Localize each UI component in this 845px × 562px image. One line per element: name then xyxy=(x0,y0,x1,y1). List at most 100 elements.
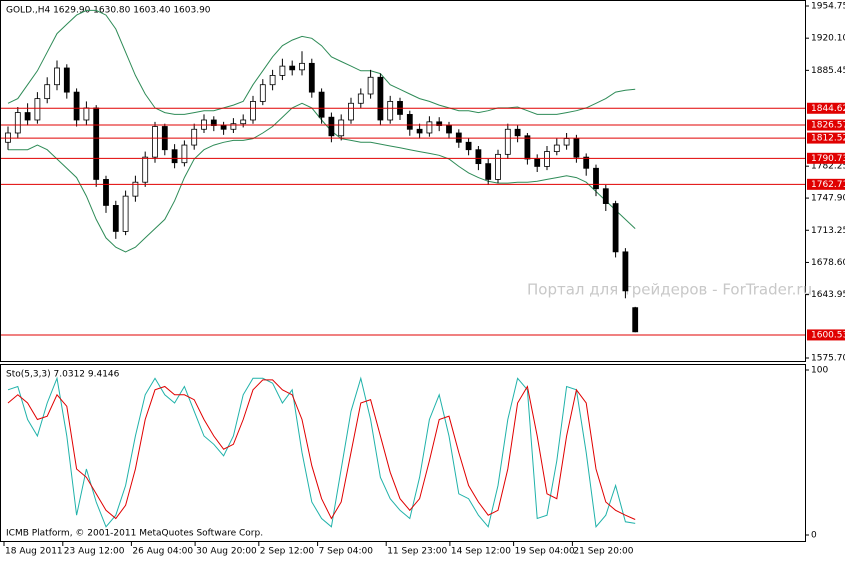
candle-body xyxy=(553,144,560,152)
candle-body xyxy=(279,65,286,76)
bollinger-band xyxy=(7,9,636,115)
candle-body xyxy=(83,107,90,121)
y-tick-label: 1747.90 xyxy=(811,194,845,204)
candle-body xyxy=(171,149,178,164)
candle-body xyxy=(436,121,443,126)
candle-body xyxy=(426,121,433,134)
y-tick-label: 0 xyxy=(811,531,817,541)
candle-body xyxy=(191,128,198,146)
candle-body xyxy=(318,91,325,118)
y-tick-label: 1643.95 xyxy=(811,290,845,300)
candle-body xyxy=(220,125,227,130)
stochastic-line xyxy=(7,379,636,520)
candle-body xyxy=(34,98,41,121)
x-tick-label: 18 Aug 2011 xyxy=(5,547,63,557)
candle-body xyxy=(583,156,590,169)
price-level-box xyxy=(807,119,845,131)
price-level-label: 1826.57 xyxy=(811,121,845,131)
candle-body xyxy=(377,76,384,121)
candle-body xyxy=(406,114,413,130)
price-level-label: 1844.62 xyxy=(811,104,845,114)
x-tick-label: 7 Sep 04:00 xyxy=(319,547,374,557)
candle-body xyxy=(514,128,521,137)
candle-body xyxy=(269,75,276,86)
y-tick-label: 1713.25 xyxy=(811,226,845,236)
y-tick-label: 1575.70 xyxy=(811,354,845,364)
candle-body xyxy=(357,93,364,104)
watermark: Портал для трейдеров - ForTrader.ru xyxy=(527,281,812,299)
x-tick-label: 14 Sep 12:00 xyxy=(451,547,511,557)
candle-body xyxy=(93,107,100,180)
candle-body xyxy=(132,181,139,197)
candle-body xyxy=(504,128,511,155)
y-tick-label: 1954.75 xyxy=(811,2,845,12)
price-panel xyxy=(0,0,806,362)
candle-body xyxy=(593,167,599,190)
bollinger-band xyxy=(8,102,636,253)
price-level-label: 1790.73 xyxy=(811,154,845,164)
candle-body xyxy=(563,138,570,146)
candle-body xyxy=(73,91,80,121)
candle-body xyxy=(328,116,335,137)
candle-body xyxy=(367,76,374,95)
candle-body xyxy=(44,84,51,100)
candle-body xyxy=(240,119,247,125)
candle-body xyxy=(142,156,149,183)
price-level-box xyxy=(807,152,845,164)
x-tick-label: 26 Aug 04:00 xyxy=(132,547,193,557)
candle-body xyxy=(465,141,472,151)
copyright: ICMB Platform, © 2001-2011 MetaQuotes So… xyxy=(6,529,263,539)
candle-body xyxy=(230,123,237,130)
y-tick-label: 100 xyxy=(811,366,828,376)
y-tick-label: 1782.25 xyxy=(811,162,845,172)
price-level-box xyxy=(807,178,845,190)
candle-body xyxy=(632,307,639,333)
candle-body xyxy=(250,101,256,121)
price-level-box xyxy=(807,132,845,144)
stochastic-title: Sto(5,3,3) 7.0312 9.4146 xyxy=(6,370,120,380)
candle-body xyxy=(308,62,315,93)
candle-body xyxy=(122,195,129,232)
x-tick-label: 19 Sep 04:00 xyxy=(515,547,575,557)
candle-body xyxy=(416,128,423,134)
stochastic-panel xyxy=(0,364,806,542)
candle-body xyxy=(152,126,158,158)
candle-body xyxy=(289,65,296,71)
candle-body xyxy=(475,149,482,165)
candle-body xyxy=(259,84,266,102)
x-tick-label: 21 Sep 20:00 xyxy=(573,547,633,557)
price-level-box xyxy=(807,102,845,114)
candle-body xyxy=(24,112,31,121)
candle-body xyxy=(63,67,70,93)
x-tick-label: 23 Aug 12:00 xyxy=(64,547,125,557)
candle-body xyxy=(602,188,609,204)
candle-body xyxy=(299,62,305,71)
stochastic-line xyxy=(7,376,636,528)
price-title: GOLD.,H4 1629.90 1630.80 1603.40 1603.90 xyxy=(6,6,211,16)
candle-body xyxy=(14,112,21,134)
candle-body xyxy=(495,153,501,180)
y-tick-label: 1678.60 xyxy=(811,258,845,268)
candle-body xyxy=(446,125,452,134)
candle-body xyxy=(387,101,394,121)
price-level-label: 1600.53 xyxy=(811,330,845,340)
candle-body xyxy=(485,163,492,180)
candle-body xyxy=(573,138,580,158)
candle-body xyxy=(181,144,188,164)
candle-body xyxy=(54,67,60,86)
candle-body xyxy=(534,158,541,167)
candle-body xyxy=(112,205,119,232)
x-tick-label: 30 Aug 20:00 xyxy=(196,547,257,557)
candle-body xyxy=(348,102,354,121)
y-tick-label: 1885.45 xyxy=(811,66,845,76)
candle-body xyxy=(622,251,629,292)
price-level-label: 1762.71 xyxy=(811,180,845,190)
price-level-box xyxy=(807,329,845,341)
candle-body xyxy=(544,151,550,167)
candle-body xyxy=(338,119,345,137)
x-tick-label: 11 Sep 23:00 xyxy=(387,547,447,557)
price-level-label: 1812.52 xyxy=(811,134,845,144)
y-tick-label: 1920.10 xyxy=(811,34,845,44)
